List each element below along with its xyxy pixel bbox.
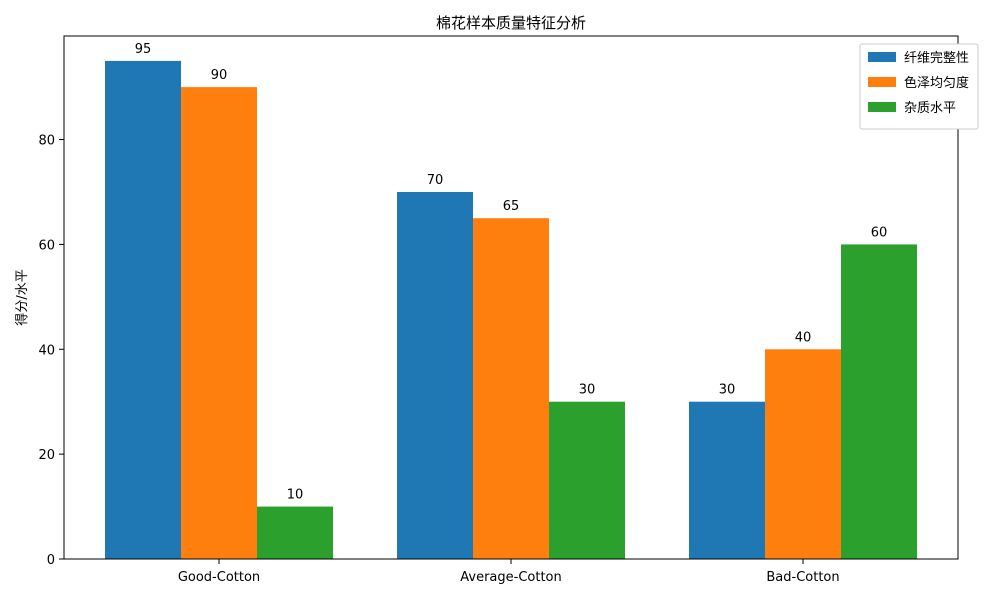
- x-tick-label: Bad-Cotton: [766, 570, 839, 585]
- x-axis-ticks: Good-Cotton Average-Cotton Bad-Cotton: [178, 559, 840, 585]
- data-labels-layer: 95 70 30 90 65 40 10 30 60: [135, 42, 888, 503]
- bar-series-2-average-cotton: [473, 218, 549, 559]
- y-tick-label: 80: [38, 134, 55, 149]
- bar-series-1-average-cotton: [397, 191, 473, 559]
- chart-title: 棉花样本质量特征分析: [436, 14, 586, 32]
- data-label: 70: [427, 173, 444, 188]
- data-label: 60: [871, 225, 888, 240]
- legend-swatch: [868, 102, 896, 112]
- data-label: 30: [579, 383, 596, 398]
- y-tick-label: 20: [38, 448, 55, 463]
- data-label: 90: [211, 68, 228, 83]
- legend-swatch: [868, 77, 896, 87]
- y-tick-label: 60: [38, 238, 55, 253]
- data-label: 40: [795, 330, 812, 345]
- x-tick-label: Good-Cotton: [178, 570, 260, 585]
- bars-layer: [105, 60, 917, 560]
- legend-label: 色泽均匀度: [904, 75, 969, 91]
- bar-series-2-bad-cotton: [765, 349, 841, 559]
- bar-series-2-good-cotton: [181, 87, 257, 559]
- data-label: 30: [719, 383, 736, 398]
- data-label: 95: [135, 42, 152, 57]
- y-axis-label: 得分/水平: [14, 269, 30, 325]
- bar-series-1-good-cotton: [105, 60, 181, 560]
- data-label: 65: [503, 199, 520, 214]
- legend-label: 杂质水平: [904, 101, 956, 116]
- y-tick-label: 40: [38, 343, 55, 358]
- legend-label: 纤维完整性: [904, 51, 969, 66]
- legend-swatch: [868, 52, 896, 62]
- bar-series-3-bad-cotton: [841, 244, 917, 560]
- bar-series-3-average-cotton: [549, 401, 625, 559]
- bar-series-3-good-cotton: [257, 506, 333, 559]
- data-label: 10: [287, 488, 304, 503]
- y-tick-label: 0: [47, 553, 55, 568]
- x-tick-label: Average-Cotton: [460, 570, 562, 585]
- bar-series-1-bad-cotton: [689, 401, 765, 559]
- y-axis-ticks: 0 20 40 60 80: [38, 134, 64, 568]
